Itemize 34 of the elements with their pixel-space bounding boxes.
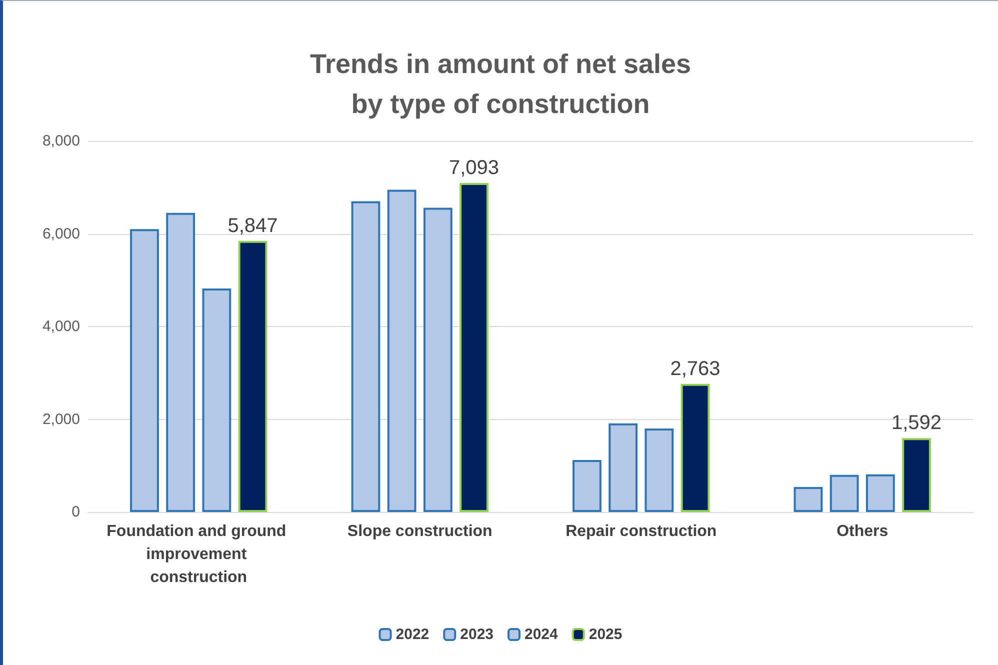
bar xyxy=(572,460,602,512)
data-label: 7,093 xyxy=(448,157,500,180)
bar xyxy=(830,474,859,512)
legend-label: 2022 xyxy=(396,626,430,643)
x-tick-label: Repair construction xyxy=(566,523,717,540)
data-label: 2,763 xyxy=(670,358,720,380)
bar xyxy=(238,240,268,512)
chart-title: Trends in amount of net sales by type of construction xyxy=(310,49,692,119)
x-tick-label: Foundation and ground improvement construction xyxy=(106,523,291,586)
bar xyxy=(608,423,638,512)
bar xyxy=(644,428,674,512)
data-label: 1,592 xyxy=(891,412,942,434)
y-tick-label: 6,000 xyxy=(42,225,80,242)
y-tick-label: 4,000 xyxy=(42,318,80,335)
x-tick-label: Others xyxy=(836,523,888,540)
x-tick-label: Slope construction xyxy=(347,523,492,540)
bar xyxy=(794,486,823,512)
y-tick-label: 8,000 xyxy=(42,132,80,150)
bar xyxy=(351,201,380,512)
bar xyxy=(202,288,232,512)
legend-label: 2025 xyxy=(588,626,622,643)
y-tick-label: 2,000 xyxy=(42,410,80,428)
bar xyxy=(423,208,452,512)
legend-label: 2023 xyxy=(460,626,494,643)
bar xyxy=(166,212,196,512)
bar xyxy=(902,438,931,512)
bar xyxy=(680,384,710,512)
bar xyxy=(387,190,416,512)
legend-label: 2024 xyxy=(524,626,559,643)
bar xyxy=(130,229,159,512)
bar xyxy=(866,474,895,512)
bar xyxy=(460,183,488,512)
data-label: 5,847 xyxy=(228,214,278,237)
y-tick-label: 0 xyxy=(72,504,80,520)
